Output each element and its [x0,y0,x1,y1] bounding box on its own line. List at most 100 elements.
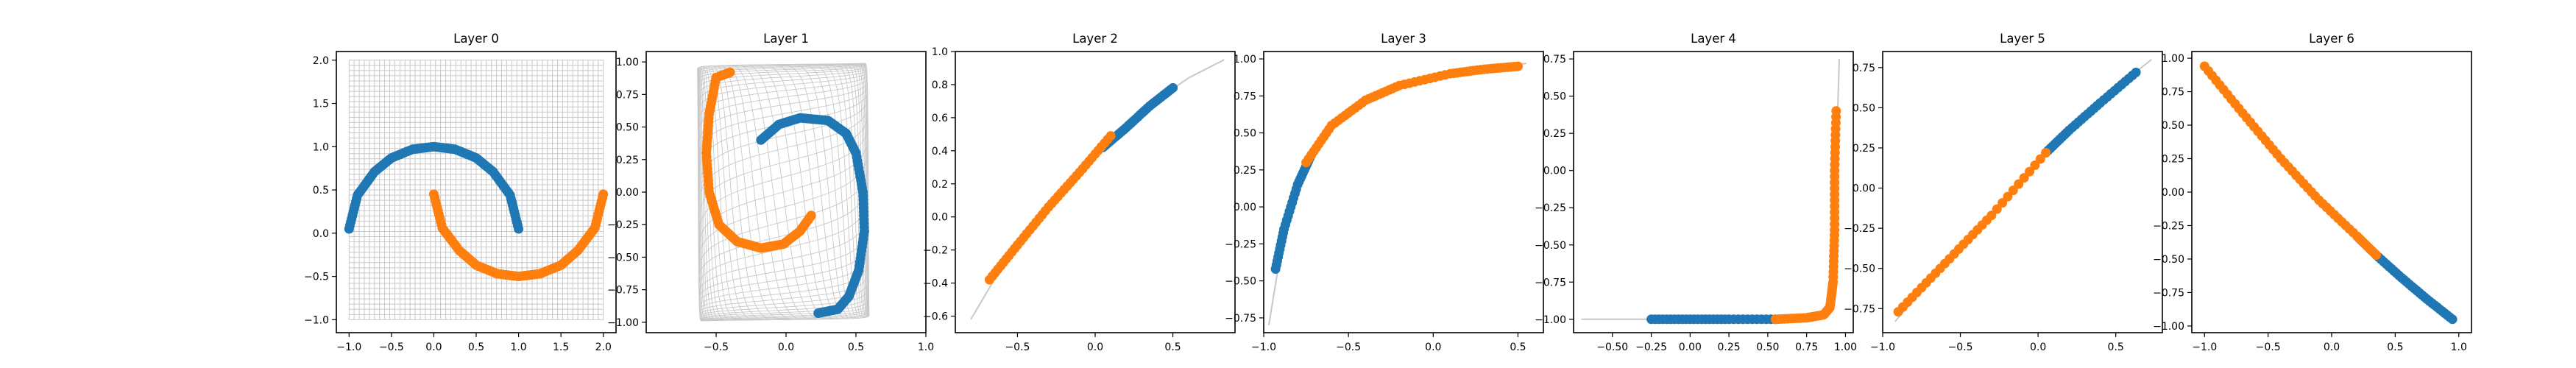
y-tick-label: −0.2 [923,245,948,257]
x-tick-label: 0.5 [1510,342,1526,353]
y-tick-label: 0.50 [616,122,639,134]
y-tick-label: 0.00 [1543,166,1566,177]
series-class-a [344,141,524,234]
y-tick-label: 0.5 [313,185,329,197]
x-tick-label: 0.75 [1795,342,1818,353]
y-tick-label: 0.25 [1234,165,1256,177]
x-tick-label: 1.5 [553,342,569,353]
warped-mesh-line [697,83,868,147]
y-tick-label: 0.25 [1543,128,1566,140]
warped-mesh-line [699,286,869,316]
y-tick-label: −0.6 [923,311,948,323]
panel-title: Layer 3 [1381,32,1426,46]
series-class-a [2371,250,2458,325]
warped-mesh-line [697,71,868,105]
scatter-point [806,210,816,221]
x-tick-label: −0.5 [1948,342,1973,353]
scatter-point [2447,314,2458,325]
plot-area [1893,59,2152,322]
x-tick-label: 0.00 [1679,342,1702,353]
panel-title: Layer 1 [763,32,809,46]
y-tick-label: 0.25 [1853,143,1875,155]
x-tick-label: 0.5 [1164,342,1181,353]
axes-frame [955,51,1236,333]
scatter-point [1513,61,1523,71]
y-tick-label: 0.0 [932,212,948,224]
x-tick-label: −0.50 [1596,342,1628,353]
y-tick-label: 0.0 [313,228,329,240]
scatter-point [2014,179,2024,189]
y-tick-label: −0.75 [1844,303,1875,315]
panel-layer-6: −1.0 −0.5 0.0 0.5 1.0 −1.00 −0.75 −0.50 −0.25 0.0… [2153,32,2472,353]
panel-title: Layer 4 [1691,32,1736,46]
series-class-b [1301,61,1523,168]
panel-title: Layer 5 [2000,32,2045,46]
series-class-a [2041,67,2141,158]
panel-layer-4: −0.50 −0.25 0.00 0.25 0.50 0.75 1.00 −1.00 −0.75… [1535,32,1857,353]
scatter-point [1831,106,1841,116]
y-tick-label: −0.5 [304,272,329,283]
transform-curve [1267,63,1527,326]
warped-mesh-line [697,63,866,71]
warped-mesh-line [697,63,866,73]
x-tick-label: −0.5 [1005,342,1030,353]
axes-frame [645,51,927,333]
y-tick-label: 0.75 [616,89,639,101]
y-tick-label: −0.25 [1844,223,1875,235]
y-tick-label: 0.8 [932,79,948,91]
scatter-point [1986,210,1997,221]
x-tick-label: 0.5 [2387,342,2403,353]
x-tick-label: 1.0 [2451,342,2467,353]
y-tick-label: 0.25 [2162,154,2184,166]
warped-mesh-line [697,65,867,82]
series-class-b [984,131,1116,285]
y-tick-label: 0.50 [1543,91,1566,103]
warped-mesh-line [697,64,866,75]
series-class-a [756,113,869,318]
x-tick-label: 0.5 [848,342,864,353]
y-tick-label: 2.0 [313,55,329,67]
scatter-point [813,308,824,318]
y-tick-label: −0.25 [1535,202,1566,214]
y-tick-label: −1.00 [2153,321,2184,333]
scatter-point [2008,185,2018,196]
y-tick-label: 0.50 [2162,120,2184,132]
x-tick-label: −0.5 [704,342,729,353]
y-tick-label: −0.50 [1535,240,1566,252]
scatter-point [2019,173,2029,183]
scatter-point [2041,148,2051,158]
y-tick-label: −0.75 [2153,287,2184,299]
y-tick-label: 1.0 [932,46,948,58]
y-tick-label: −0.75 [1225,313,1256,325]
axes-frame [2191,51,2472,333]
y-tick-label: 1.0 [313,141,329,153]
x-tick-label: 0.0 [2030,342,2046,353]
mesh-grid [348,60,604,320]
transform-curve [1581,59,1840,320]
series-class-b [2199,61,2381,260]
x-tick-label: 0.0 [1087,342,1103,353]
x-tick-label: 0.0 [425,342,442,353]
x-tick-label: −0.25 [1635,342,1667,353]
y-tick-label: 0.4 [932,146,948,158]
warped-mesh-line [701,315,870,322]
y-tick-label: 0.00 [2162,187,2184,199]
y-tick-label: 0.75 [1543,54,1566,66]
panel-layer-5: −1.0 −0.5 0.0 0.5 −0.75 −0.50 −0.25 0.00 0.25 0.5… [1844,32,2163,353]
axes-frame [1263,51,1544,333]
x-tick-label: −1.0 [1870,342,1895,353]
warped-mesh-line [697,63,866,69]
y-tick-label: −1.0 [304,314,329,326]
y-tick-label: 0.00 [1853,183,1875,195]
warped-mesh-line [698,128,868,231]
y-tick-label: −0.50 [2153,254,2184,266]
y-tick-label: −0.50 [607,252,639,263]
plot-area [1581,59,1841,325]
plot-area [697,63,870,322]
plot-area [2199,61,2458,325]
plot-area [1267,61,1527,326]
transform-curve [970,59,1225,320]
y-tick-label: 0.75 [1234,91,1256,102]
x-tick-label: 0.5 [2108,342,2124,353]
y-tick-label: −0.75 [607,285,639,297]
